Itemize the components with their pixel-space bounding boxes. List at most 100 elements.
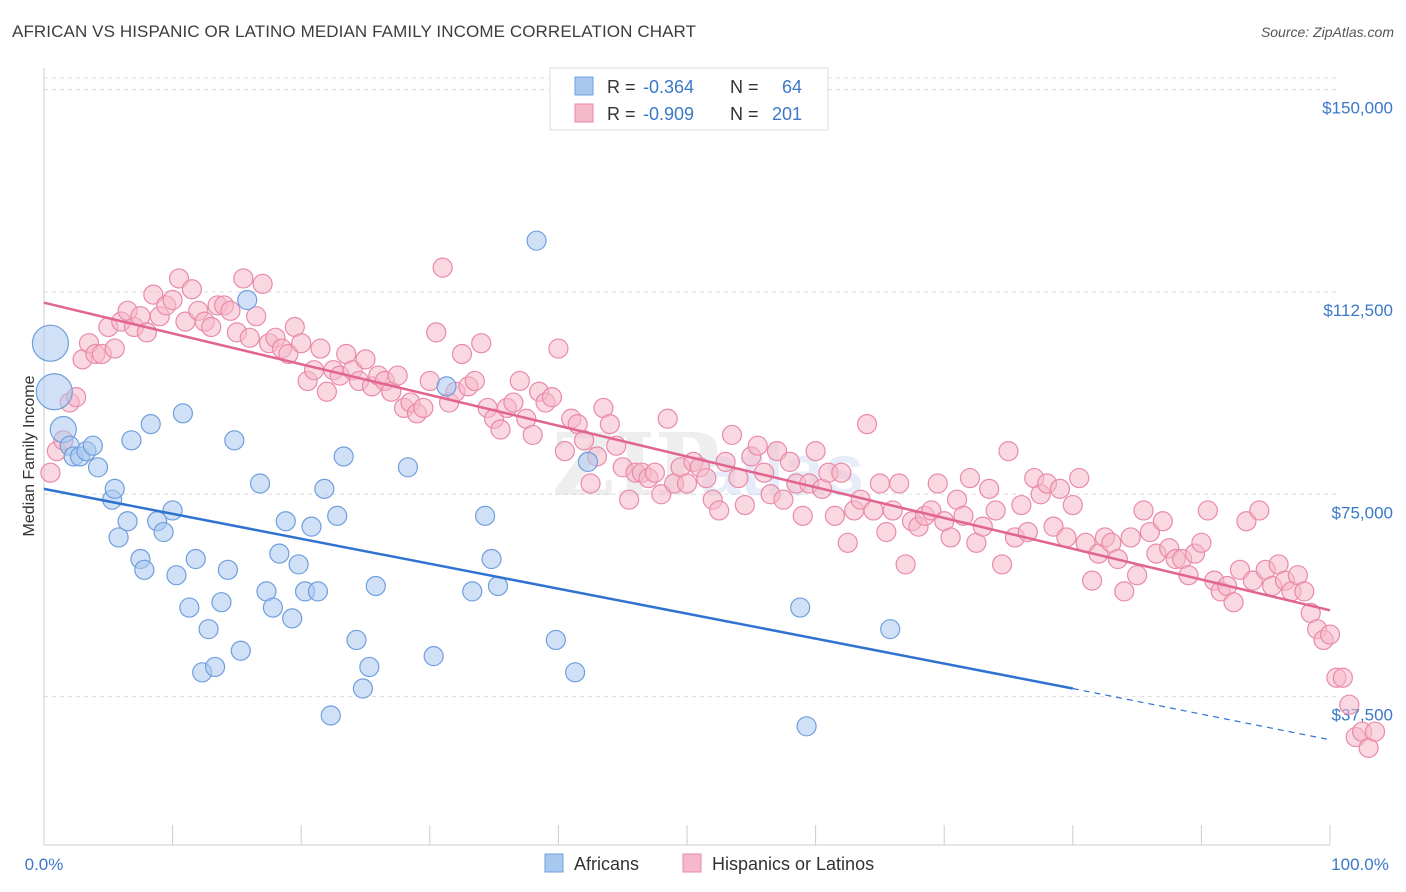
african-point-53 [462, 581, 483, 602]
african-point-46 [346, 629, 367, 651]
hispanic-point-32 [246, 306, 267, 327]
hispanic-point-78 [541, 387, 563, 408]
african-point-43 [320, 705, 341, 726]
correlation-legend: R = -0.364 N = 64 R = -0.909 N = 201 [549, 67, 829, 131]
hispanic-point-173 [1152, 511, 1173, 532]
hispanic-point-110 [747, 435, 768, 456]
hispanic-point-206 [1364, 721, 1386, 742]
african-point-58 [545, 629, 566, 651]
african-point-42 [314, 478, 335, 499]
hispanic-point-148 [991, 554, 1013, 575]
african-point-23 [185, 548, 206, 570]
hispanic-point-168 [1120, 527, 1141, 548]
hispanic-point-10 [104, 338, 125, 359]
bottom-legend-hispanics: Hispanics or Latinos [712, 854, 874, 874]
legend-r-label-1: R = [607, 77, 636, 97]
series-legend: Africans Hispanics or Latinos [544, 853, 874, 874]
african-point-20 [166, 565, 187, 586]
hispanic-point-156 [1043, 516, 1064, 537]
hispanic-point-188 [1249, 500, 1270, 521]
hispanic-point-64 [451, 343, 473, 365]
bottom-legend-africans: Africans [574, 854, 639, 874]
african-point-0 [31, 324, 70, 362]
hispanic-point-114 [773, 489, 794, 510]
hispanic-point-187 [1242, 570, 1263, 591]
african-point-61 [790, 597, 811, 618]
african-point-35 [269, 543, 290, 564]
african-point-30 [230, 640, 251, 661]
hispanic-point-75 [522, 424, 543, 446]
hispanic-point-113 [766, 441, 788, 462]
hispanic-point-67 [471, 333, 492, 354]
hispanic-point-124 [837, 532, 858, 553]
african-point-55 [481, 548, 502, 570]
hispanic-point-28 [220, 300, 241, 321]
hispanic-point-106 [721, 424, 743, 446]
hispanic-point-66 [464, 370, 485, 392]
x-axis-ticks [43, 825, 1331, 845]
legend-box [549, 67, 829, 131]
hispanic-point-31 [239, 327, 260, 348]
hispanic-point-186 [1236, 511, 1257, 532]
hispanic-point-185 [1229, 559, 1251, 580]
african-point-40 [301, 516, 322, 537]
african-point-10 [104, 478, 125, 499]
hispanic-point-84 [580, 473, 601, 494]
hispanic-point-147 [985, 500, 1006, 521]
hispanic-point-158 [1056, 527, 1077, 548]
african-point-37 [282, 608, 303, 629]
hispanic-point-43 [316, 381, 338, 402]
african-point-22 [179, 597, 200, 618]
hispanic-point-129 [869, 473, 891, 494]
hispanic-point-169 [1126, 565, 1148, 586]
hispanic-point-19 [162, 289, 183, 311]
african-point-21 [172, 403, 193, 424]
hispanic-point-20 [168, 268, 190, 289]
hispanic-point-95 [651, 484, 672, 505]
african-point-28 [217, 559, 238, 580]
african-point-63 [880, 619, 901, 640]
legend-n-value-1: 64 [782, 77, 802, 97]
african-point-18 [153, 521, 174, 543]
hispanic-point-30 [233, 268, 254, 289]
african-point-15 [134, 559, 155, 580]
african-point-54 [474, 505, 496, 526]
hispanic-point-25 [201, 316, 222, 338]
hispanic-point-115 [779, 451, 800, 472]
african-point-41 [307, 581, 329, 602]
african-point-32 [249, 473, 271, 494]
hispanic-point-171 [1139, 521, 1161, 543]
african-point-16 [140, 414, 161, 435]
hispanic-point-184 [1223, 592, 1244, 613]
african-point-29 [224, 430, 245, 451]
bottom-swatch-africans [544, 853, 564, 873]
hispanic-point-119 [805, 441, 826, 462]
hispanic-trend-line [43, 301, 1331, 612]
hispanic-point-73 [509, 370, 530, 392]
hispanic-point-199 [1319, 624, 1341, 645]
legend-n-label-2: N = [730, 104, 759, 124]
hispanic-point-117 [792, 505, 813, 526]
hispanic-point-157 [1049, 478, 1071, 499]
legend-swatch-hispanics [574, 103, 594, 123]
african-point-12 [117, 511, 138, 532]
african-point-48 [359, 656, 380, 678]
african-point-57 [526, 230, 547, 251]
african-point-7 [82, 435, 103, 456]
hispanic-point-133 [895, 554, 916, 575]
hispanic-point-59 [419, 370, 440, 392]
hispanic-point-201 [1332, 667, 1353, 688]
african-point-31 [237, 289, 258, 311]
bottom-swatch-hispanics [682, 853, 702, 873]
hispanic-point-99 [676, 473, 698, 494]
legend-r-label-2: R = [607, 104, 636, 124]
legend-r-value-2: -0.909 [643, 104, 694, 124]
hispanic-point-104 [709, 500, 730, 521]
hispanic-point-160 [1069, 467, 1090, 489]
legend-n-value-2: 201 [772, 104, 802, 124]
hispanic-point-127 [856, 414, 878, 435]
hispanic-point-140 [940, 527, 961, 548]
african-point-52 [436, 376, 457, 397]
y-axis-label: Median Family Income [21, 375, 38, 536]
hispanic-point-108 [734, 494, 755, 516]
